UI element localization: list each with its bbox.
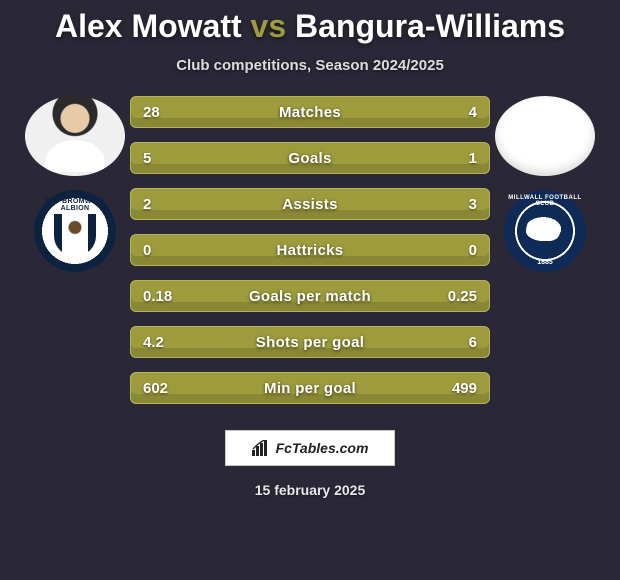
stat-text: 2 Assists 3 (131, 196, 489, 213)
stat-label: Assists (282, 196, 337, 213)
stat-left-value: 602 (143, 380, 183, 397)
footer-brand-text: FcTables.com (276, 440, 369, 456)
stat-row: 4.2 Shots per goal 6 (130, 326, 490, 358)
stat-right-value: 3 (437, 196, 477, 213)
stat-row: 0.18 Goals per match 0.25 (130, 280, 490, 312)
stat-text: 602 Min per goal 499 (131, 380, 489, 397)
stat-bars: 28 Matches 4 5 Goals 1 2 Assists 3 0 Hattricks 0 0.1… (130, 96, 490, 404)
subtitle: Club competitions, Season 2024/2025 (0, 57, 620, 74)
stat-right-value: 6 (437, 334, 477, 351)
stat-left-value: 28 (143, 104, 183, 121)
stat-row: 0 Hattricks 0 (130, 234, 490, 266)
right-side: MILLWALL FOOTBALL CLUB 1885 (490, 96, 600, 272)
player1-photo (25, 96, 125, 176)
stat-right-value: 0 (437, 242, 477, 259)
stat-text: 4.2 Shots per goal 6 (131, 334, 489, 351)
stat-right-value: 4 (437, 104, 477, 121)
stat-text: 0 Hattricks 0 (131, 242, 489, 259)
stat-label: Shots per goal (256, 334, 364, 351)
player2-club-crest: MILLWALL FOOTBALL CLUB 1885 (504, 190, 586, 272)
stat-row: 602 Min per goal 499 (130, 372, 490, 404)
stat-row: 2 Assists 3 (130, 188, 490, 220)
stat-left-value: 2 (143, 196, 183, 213)
stat-left-value: 4.2 (143, 334, 183, 351)
footer-date: 15 february 2025 (0, 482, 620, 498)
page-title: Alex Mowatt vs Bangura-Williams (0, 0, 620, 45)
chart-bars-icon (252, 440, 270, 456)
crest-label: EST BROMWICH ALBION (34, 198, 116, 212)
stat-label: Hattricks (277, 242, 344, 259)
player1-club-crest: EST BROMWICH ALBION (34, 190, 116, 272)
crest-label: MILLWALL FOOTBALL CLUB (504, 195, 586, 207)
stat-right-value: 499 (437, 380, 477, 397)
crest-year: 1885 (504, 259, 586, 266)
player2-name: Bangura-Williams (295, 8, 565, 44)
player1-name: Alex Mowatt (55, 8, 242, 44)
stat-label: Goals (288, 150, 331, 167)
stat-label: Matches (279, 104, 341, 121)
stat-left-value: 0.18 (143, 288, 183, 305)
vs-text: vs (251, 8, 287, 44)
stat-label: Goals per match (249, 288, 371, 305)
player2-photo (495, 96, 595, 176)
stat-row: 5 Goals 1 (130, 142, 490, 174)
left-side: EST BROMWICH ALBION (20, 96, 130, 272)
stat-text: 0.18 Goals per match 0.25 (131, 288, 489, 305)
stat-text: 28 Matches 4 (131, 104, 489, 121)
stat-left-value: 5 (143, 150, 183, 167)
stat-left-value: 0 (143, 242, 183, 259)
comparison-content: EST BROMWICH ALBION 28 Matches 4 5 Goals 1 2 As… (0, 96, 620, 404)
stat-row: 28 Matches 4 (130, 96, 490, 128)
stat-text: 5 Goals 1 (131, 150, 489, 167)
footer-brand-badge: FcTables.com (225, 430, 395, 466)
stat-label: Min per goal (264, 380, 356, 397)
stat-right-value: 1 (437, 150, 477, 167)
stat-right-value: 0.25 (437, 288, 477, 305)
